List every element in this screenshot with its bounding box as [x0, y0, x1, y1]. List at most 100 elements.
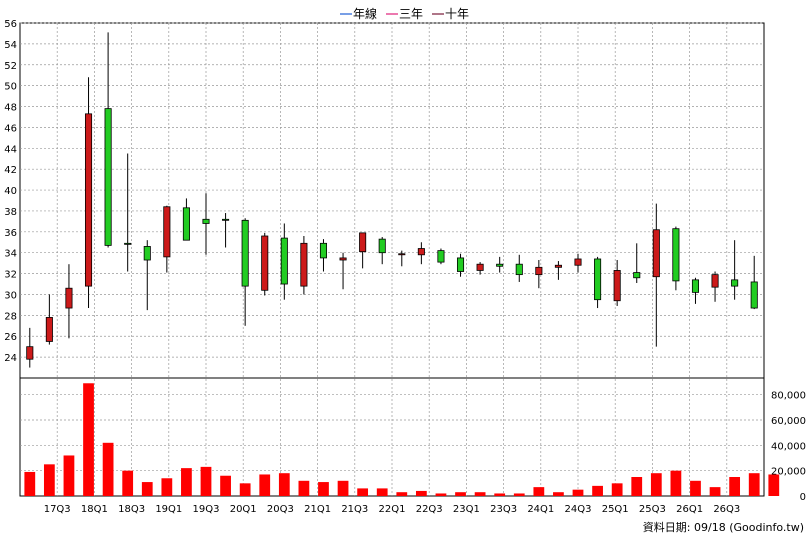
volume-bar: [533, 487, 545, 496]
volume-bar: [181, 468, 192, 496]
candle-body: [222, 218, 230, 221]
candle-body: [633, 272, 641, 279]
legend: 年線 三年 十年: [340, 6, 469, 21]
legend-label-3yr: 三年: [399, 7, 423, 21]
candle-body: [672, 228, 680, 282]
candle-body: [26, 346, 34, 360]
legend-label-10yr: 十年: [445, 7, 469, 21]
x-tick-label: 20Q1: [230, 504, 257, 515]
volume-bar: [494, 493, 506, 496]
volume-bar: [396, 492, 408, 496]
volume-bars: [24, 383, 780, 496]
volume-bar: [239, 483, 251, 496]
price-tick-label: 24: [4, 353, 17, 364]
volume-bar: [748, 473, 760, 496]
candle-body: [574, 258, 582, 266]
x-tick-label: 23Q1: [453, 504, 480, 515]
candle-body: [750, 281, 758, 309]
candle-body: [124, 242, 132, 245]
volume-bar: [220, 475, 231, 496]
price-tick-label: 38: [4, 207, 17, 218]
price-tick-label: 30: [4, 290, 17, 301]
candle-body: [535, 266, 543, 276]
candle-body: [241, 219, 249, 287]
candle-body: [163, 206, 171, 258]
volume-bar: [611, 483, 623, 496]
candle-body: [398, 253, 406, 256]
volume-bar: [298, 480, 310, 496]
x-tick-label: 20Q3: [267, 504, 294, 515]
x-tick-label: 25Q1: [602, 504, 629, 515]
x-tick-label: 25Q3: [639, 504, 666, 515]
volume-bar: [63, 455, 75, 496]
candle-body: [554, 264, 562, 268]
x-tick-label: 19Q1: [155, 504, 182, 515]
volume-tick-label: 60,000: [771, 416, 806, 427]
x-tick-label: 24Q3: [565, 504, 592, 515]
volume-bar: [650, 473, 662, 496]
volume-bar: [435, 493, 447, 496]
volume-bar: [513, 493, 525, 496]
volume-tick-label: 40,000: [771, 441, 806, 452]
volume-bar: [357, 488, 369, 496]
x-tick-label: 22Q3: [416, 504, 443, 515]
price-tick-label: 36: [4, 228, 17, 239]
candle-body: [182, 207, 190, 241]
price-tick-label: 34: [4, 249, 17, 260]
candle-body: [456, 257, 465, 272]
volume-bar: [337, 480, 349, 496]
volume-bar: [553, 492, 564, 496]
price-tick-label: 28: [4, 311, 17, 322]
volume-bar: [141, 482, 153, 496]
volume-bar: [768, 474, 780, 496]
volume-bar: [200, 466, 212, 496]
x-tick-label: 26Q3: [713, 504, 740, 515]
candle-body: [84, 113, 93, 287]
candle-body: [378, 238, 386, 254]
candle-body: [731, 279, 739, 287]
volume-bar: [455, 492, 466, 496]
volume-bar: [278, 473, 290, 496]
candle-body: [691, 279, 700, 293]
candle-body: [613, 270, 621, 302]
volume-bar: [122, 470, 134, 496]
volume-tick-label: 0: [800, 492, 806, 503]
price-tick-label: 56: [4, 19, 17, 30]
volume-bar: [474, 492, 486, 496]
x-tick-label: 17Q3: [44, 504, 71, 515]
candle-body: [652, 229, 660, 278]
volume-bar: [729, 477, 741, 496]
candle-body: [104, 108, 112, 246]
volume-bar: [161, 478, 173, 496]
volume-bar: [631, 477, 643, 496]
candle-body: [711, 274, 719, 288]
x-tick-label: 21Q3: [341, 504, 368, 515]
volume-bar: [24, 471, 36, 496]
candle-body: [496, 263, 504, 267]
volume-tick-label: 80,000: [771, 391, 806, 402]
volume-bar: [259, 474, 271, 496]
candle-body: [515, 263, 523, 276]
price-tick-label: 32: [4, 270, 17, 281]
volume-bar: [415, 490, 427, 496]
candle-body: [280, 237, 288, 285]
candle-body: [359, 232, 367, 253]
x-tick-label: 24Q1: [527, 504, 554, 515]
x-tick-label: 19Q3: [193, 504, 220, 515]
volume-bar: [43, 464, 55, 496]
volume-tick-label: 20,000: [771, 467, 806, 478]
price-tick-label: 54: [4, 40, 17, 51]
x-tick-label: 26Q1: [676, 504, 703, 515]
candle-body: [65, 287, 73, 309]
volume-bar: [102, 442, 114, 496]
price-tick-label: 50: [4, 82, 17, 93]
price-tick-label: 44: [4, 144, 17, 155]
volume-bar: [572, 489, 584, 496]
volume-bar: [592, 485, 603, 496]
candle-body: [594, 258, 602, 301]
candle-body: [202, 218, 210, 224]
x-tick-label: 18Q1: [81, 504, 108, 515]
x-tick-label: 21Q1: [304, 504, 331, 515]
candles: [26, 32, 758, 368]
